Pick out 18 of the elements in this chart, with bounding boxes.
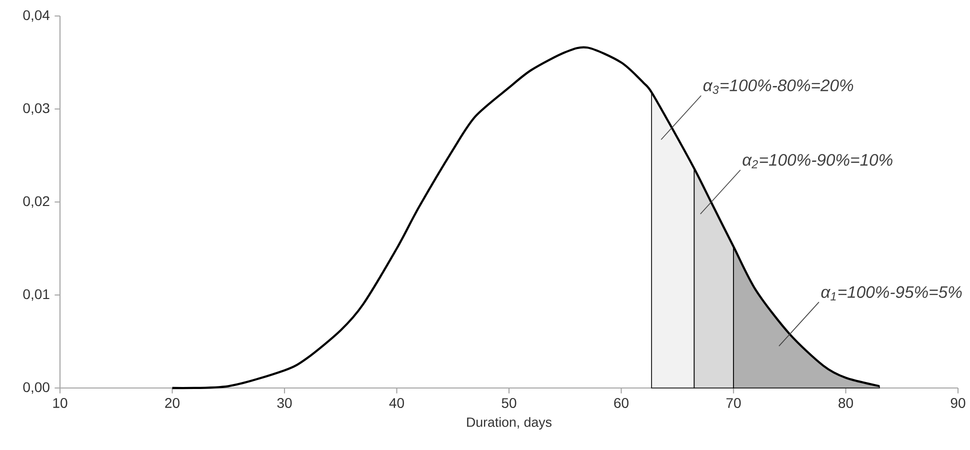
y-tick-label: 0,00 (23, 382, 50, 394)
annotation: α$_{2}$=100%-90%=10% (742, 154, 892, 168)
x-axis-title: Duration, days (467, 417, 552, 430)
y-tick-label: 0,04 (23, 10, 50, 22)
y-tick-label: 0,02 (23, 196, 50, 208)
x-tick-label: 50 (502, 398, 516, 408)
x-tick-label: 10 (53, 398, 68, 408)
x-tick-label: 40 (389, 398, 404, 408)
x-tick-label: 20 (165, 398, 180, 408)
x-tick-label: 60 (614, 398, 628, 408)
x-tick-label: 70 (726, 398, 741, 408)
annotation: α$_{1}$=100%-95%=5% (821, 286, 962, 300)
x-tick-label: 90 (950, 398, 966, 408)
y-tick-label: 0,01 (23, 289, 50, 301)
x-tick-label: 80 (838, 398, 853, 408)
y-tick-label: 0,03 (23, 103, 50, 115)
x-tick-label: 30 (277, 398, 292, 408)
annotation: α$_{3}$=100%-80%=20% (703, 79, 854, 94)
